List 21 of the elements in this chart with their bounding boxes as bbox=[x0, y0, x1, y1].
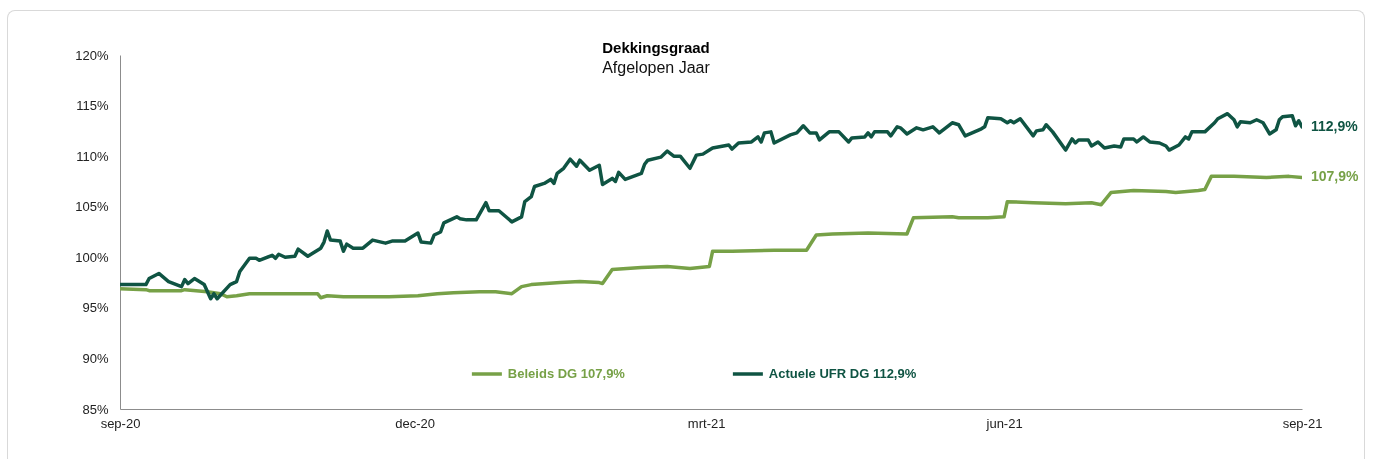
data-label: 112,9% bbox=[1311, 117, 1359, 134]
chart-subtitle: Afgelopen Jaar bbox=[602, 59, 711, 76]
x-tick-label: sep-21 bbox=[1282, 415, 1323, 431]
y-tick-label: 85% bbox=[82, 401, 109, 417]
legend-label: Beleids DG 107,9% bbox=[507, 366, 626, 381]
y-tick-label: 95% bbox=[82, 300, 109, 316]
y-tick-label: 120% bbox=[75, 47, 109, 63]
data-label: 107,9% bbox=[1311, 168, 1360, 185]
y-tick-label: 110% bbox=[76, 148, 109, 164]
y-tick-label: 90% bbox=[82, 350, 109, 366]
x-tick-label: sep-20 bbox=[100, 415, 141, 431]
line-series bbox=[120, 174, 1302, 300]
y-tick-label: 100% bbox=[75, 249, 109, 265]
x-tick-label: mrt-21 bbox=[687, 415, 726, 431]
legend-label: Actuele UFR DG 112,9% bbox=[768, 366, 917, 381]
y-tick-label: 105% bbox=[75, 199, 109, 215]
line-series bbox=[120, 111, 1302, 301]
y-tick-label: 115% bbox=[76, 98, 109, 114]
x-tick-label: jun-21 bbox=[985, 415, 1023, 431]
x-tick-label: dec-20 bbox=[395, 415, 436, 431]
chart-title: Dekkingsgraad bbox=[602, 39, 710, 56]
